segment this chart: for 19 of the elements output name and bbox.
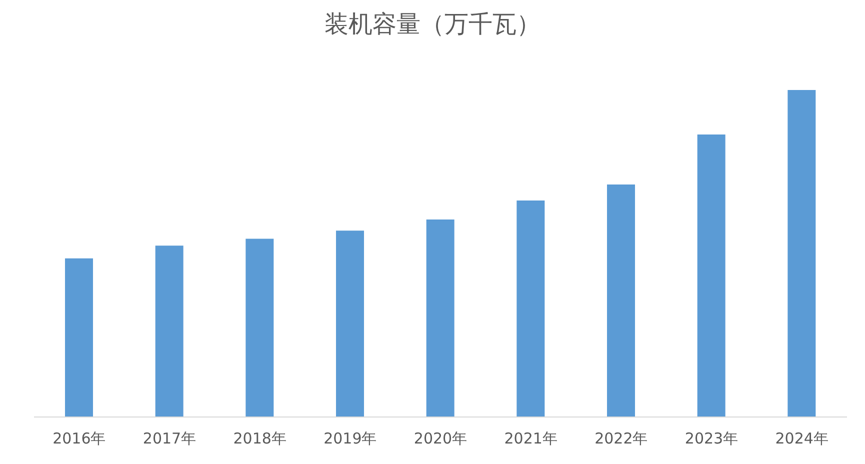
- x-tick-label: 2024年: [775, 430, 828, 448]
- bar: [246, 238, 274, 417]
- bar: [516, 200, 545, 417]
- x-tick-label: 2023年: [684, 430, 738, 448]
- x-tick-label: 2022年: [594, 430, 648, 448]
- bar: [426, 219, 454, 417]
- bar: [788, 90, 816, 417]
- bar: [155, 246, 184, 417]
- bar: [336, 230, 364, 417]
- x-tick-label: 2017年: [142, 430, 196, 448]
- x-tick-label: 2016年: [52, 430, 106, 448]
- bar: [607, 184, 635, 417]
- x-tick-label: 2020年: [414, 430, 468, 448]
- chart-title: 装机容量（万千瓦）: [324, 9, 542, 40]
- bar: [697, 134, 726, 417]
- x-tick-label: 2018年: [233, 430, 286, 448]
- bar: [65, 258, 93, 417]
- x-tick-label: 2021年: [504, 430, 558, 448]
- x-tick-label: 2019年: [324, 430, 377, 448]
